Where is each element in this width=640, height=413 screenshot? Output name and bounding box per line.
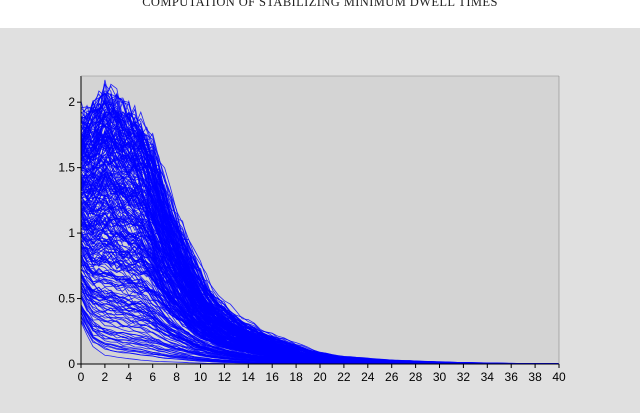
x-tick-label: 12 (218, 370, 232, 384)
y-tick-label: 0 (68, 357, 75, 371)
x-tick-label: 20 (313, 370, 327, 384)
x-tick-label: 22 (337, 370, 351, 384)
y-tick-label: 0.5 (58, 292, 75, 306)
y-axis-ticks: 0 0.5 1 1.5 2 (58, 95, 81, 371)
trajectory-line (80, 128, 560, 365)
x-tick-label: 40 (552, 370, 566, 384)
x-tick-label: 14 (242, 370, 256, 384)
x-tick-label: 26 (385, 370, 399, 384)
x-tick-label: 8 (173, 370, 180, 384)
x-tick-label: 32 (457, 370, 471, 384)
x-tick-label: 10 (194, 370, 208, 384)
x-tick-label: 30 (433, 370, 447, 384)
page-header: COMPUTATION OF STABILIZING MINIMUM DWELL… (0, 0, 640, 28)
y-tick-label: 1.5 (58, 161, 75, 175)
x-tick-label: 6 (149, 370, 156, 384)
x-tick-label: 2 (102, 370, 109, 384)
x-tick-label: 28 (409, 370, 423, 384)
x-tick-label: 38 (528, 370, 542, 384)
trajectory-chart: 0 2 4 6 8 10 12 14 16 18 20 22 24 26 28 30 32 34 36 38 40 00… (58, 75, 566, 384)
y-tick-label: 2 (68, 95, 75, 109)
trajectory-line (80, 211, 559, 365)
x-tick-label: 18 (289, 370, 303, 384)
x-tick-label: 0 (78, 370, 85, 384)
x-tick-label: 24 (361, 370, 375, 384)
running-head: COMPUTATION OF STABILIZING MINIMUM DWELL… (142, 0, 498, 9)
x-tick-label: 16 (266, 370, 280, 384)
x-tick-label: 36 (505, 370, 519, 384)
y-tick-label: 1 (68, 226, 75, 240)
x-axis-ticks: 0 2 4 6 8 10 12 14 16 18 20 22 24 26 28 30 32 34 36 38 40 (78, 364, 566, 384)
x-tick-label: 34 (481, 370, 495, 384)
x-tick-label: 4 (125, 370, 132, 384)
